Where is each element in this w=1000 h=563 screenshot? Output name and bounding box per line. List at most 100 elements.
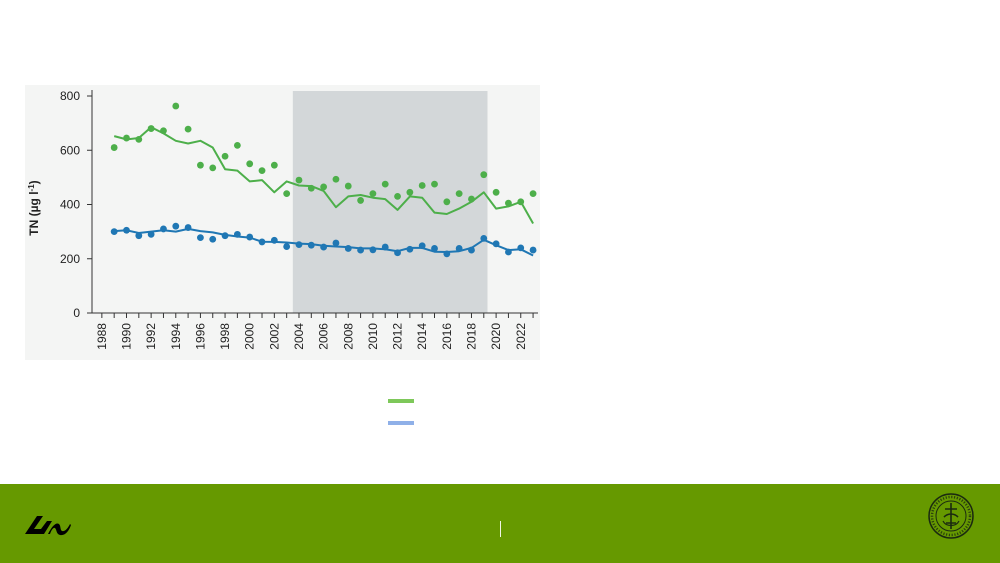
y-tick-label: 200 — [60, 252, 80, 266]
series-1-point — [197, 161, 204, 169]
series-2-point — [172, 222, 180, 230]
series-1-point — [320, 183, 328, 191]
series-1-point — [381, 180, 389, 188]
y-axis-label: TN (µg l-1) — [27, 180, 42, 235]
series-1-point — [344, 182, 352, 190]
x-tick-label: 2000 — [243, 323, 257, 350]
series-1-point — [455, 190, 463, 198]
series-2-point — [295, 241, 303, 249]
series-2-point — [270, 236, 278, 244]
series-1-point — [505, 199, 512, 207]
series-2-point — [160, 225, 167, 233]
series-2-point — [135, 232, 143, 240]
series-1-point — [160, 127, 167, 135]
series-2-point — [221, 232, 229, 240]
series-1-point — [233, 141, 241, 149]
x-tick-label: 1990 — [119, 323, 133, 350]
series-2-point — [468, 246, 475, 254]
x-tick-label: 1998 — [218, 323, 232, 350]
series-2-point — [455, 245, 463, 252]
series-1-point — [443, 198, 451, 206]
series-2-point — [517, 244, 525, 252]
x-tick-label: 2004 — [292, 323, 306, 350]
series-1-point — [480, 171, 488, 179]
x-tick-label: 2002 — [267, 323, 281, 350]
x-tick-label: 1994 — [169, 323, 183, 350]
x-tick-label: 2014 — [415, 323, 429, 350]
y-tick-label: 0 — [73, 306, 80, 320]
x-tick-label: 2020 — [489, 323, 503, 350]
series-2-point — [480, 235, 488, 242]
x-tick-label: 2018 — [464, 323, 478, 350]
chart-canvas: 0 200 400 600 800 1988 1990 1992 1994 1996 1998 200… — [25, 85, 540, 360]
series-1-point — [369, 190, 377, 198]
series-1-point — [307, 184, 315, 192]
series-2-point — [344, 245, 352, 252]
series-1-point — [209, 164, 217, 172]
series-1-point — [394, 192, 401, 200]
series-1-point — [221, 152, 229, 160]
x-tick-label: 1996 — [193, 323, 207, 350]
x-tick-label: 2022 — [514, 323, 528, 350]
series-1-point — [147, 125, 155, 132]
series-2-point — [246, 233, 254, 241]
series-2-point — [332, 239, 340, 247]
series-2-point — [381, 243, 389, 251]
series-1-point — [135, 136, 143, 143]
series-2-point — [369, 246, 377, 254]
series-2-point — [320, 243, 328, 251]
series-1-point — [172, 102, 180, 110]
series-1-point — [246, 160, 254, 168]
series-1-point — [283, 190, 291, 198]
x-tick-label: 2006 — [317, 323, 331, 350]
series-2-point — [529, 246, 537, 254]
series-2-point — [123, 226, 130, 234]
series-1-point — [517, 198, 525, 206]
y-tick-label: 600 — [60, 143, 80, 157]
series-2-point — [184, 224, 192, 231]
series-1-point — [357, 197, 364, 204]
series-1-point — [332, 175, 340, 183]
series-2-point — [394, 249, 401, 257]
x-tick-label: 2012 — [391, 323, 405, 350]
series-2-point — [233, 230, 241, 238]
legend-swatch-blue — [388, 421, 414, 425]
series-2-point — [357, 246, 364, 254]
series-2-point — [443, 250, 451, 258]
tn-chart: 0 200 400 600 800 1988 1990 1992 1994 1996 1998 200… — [0, 0, 560, 370]
series-1-point — [529, 190, 537, 198]
series-2-point — [505, 248, 512, 256]
series-2-point — [147, 230, 155, 238]
series-1-point — [258, 167, 266, 174]
y-tick-label: 800 — [60, 89, 80, 103]
series-1-line — [113, 126, 534, 224]
series-2-point — [258, 238, 266, 246]
x-tick-label: 1992 — [144, 323, 158, 350]
series-1-point — [431, 180, 438, 188]
series-2-point — [283, 243, 291, 250]
series-1-point — [418, 182, 426, 189]
footer-divider — [500, 521, 501, 537]
university-seal-icon — [928, 493, 974, 539]
x-tick-label: 2016 — [440, 323, 454, 350]
series-1-point — [110, 144, 118, 151]
series-2-point — [431, 245, 438, 252]
series-1-point — [295, 176, 303, 184]
series-1-point — [492, 188, 500, 196]
series-1-point — [406, 188, 414, 196]
series-2-point — [110, 228, 118, 236]
series-2-point — [209, 235, 217, 243]
series-2-point — [307, 241, 315, 249]
series-1-point — [123, 134, 130, 142]
series-1-point — [468, 195, 475, 203]
series-2-point — [197, 234, 204, 241]
x-tick-label: 2010 — [366, 323, 380, 350]
series-2-point — [406, 245, 414, 253]
series-1-point — [184, 125, 192, 133]
series-2-point — [418, 242, 426, 250]
x-tick-label: 1988 — [95, 323, 109, 350]
series-2-point — [492, 240, 500, 248]
shaded-period — [292, 91, 488, 313]
y-tick-label: 400 — [60, 198, 80, 212]
series-1-point — [270, 161, 278, 169]
